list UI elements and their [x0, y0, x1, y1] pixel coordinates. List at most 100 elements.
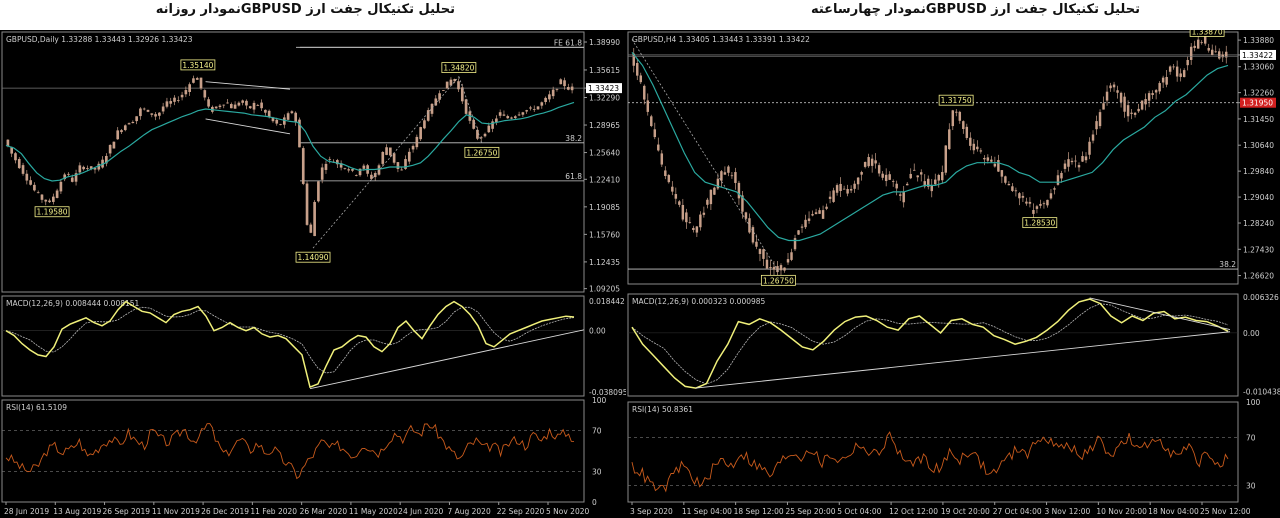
candle-body: [59, 181, 63, 192]
y-tick-label: 1.15760: [589, 230, 620, 239]
fib-level-label: 38.2: [565, 134, 582, 143]
main-header: GBPUSD,Daily 1.33288 1.33443 1.32926 1.3…: [6, 35, 193, 44]
candle-body: [958, 111, 962, 121]
candle-body: [517, 114, 521, 116]
candle-body: [324, 163, 328, 170]
candle-body: [660, 153, 664, 165]
candle-body: [479, 137, 483, 139]
x-tick-label: 13 Aug 2019: [53, 507, 101, 516]
price-label: 1.33870: [1192, 30, 1223, 36]
price-label-box: [1189, 30, 1225, 37]
macd-y-tick-label: 0.018442: [589, 297, 625, 306]
candle-body: [108, 145, 112, 154]
rsi-y-tick-label: 100: [1246, 398, 1261, 407]
candle-body: [29, 180, 32, 185]
candle-body: [821, 210, 825, 219]
candle-body: [1004, 176, 1007, 183]
candle-body: [1214, 51, 1217, 53]
candle-body: [1165, 76, 1168, 85]
candle-body: [646, 100, 650, 112]
x-tick-label: 7 Aug 2020: [447, 507, 490, 516]
daily-chart-svg: GBPUSD,Daily 1.33288 1.33443 1.32926 1.3…: [1, 31, 626, 516]
candle-body: [944, 145, 948, 173]
candle-body: [407, 151, 411, 162]
candle-body: [354, 174, 358, 176]
candle-body: [1021, 195, 1025, 198]
candle-body: [1063, 163, 1067, 169]
macd-y-tick-label: -0.038095: [589, 388, 626, 397]
candle-body: [195, 78, 199, 80]
candle-body: [1133, 112, 1137, 115]
candle-body: [972, 143, 976, 151]
candle-body: [521, 112, 525, 115]
candle-body: [877, 165, 881, 174]
macd-header: MACD(12,26,9) 0.000323 0.000985: [632, 297, 766, 306]
candle-body: [1102, 103, 1105, 110]
candle-body: [33, 184, 36, 191]
fib-projection-line: [312, 76, 460, 249]
candle-body: [734, 172, 737, 183]
candle-body: [222, 104, 226, 106]
x-tick-label: 11 Nov 2019: [152, 507, 200, 516]
y-tick-label: 1.33060: [1243, 63, 1274, 72]
x-tick-label: 5 Oct 04:00: [837, 507, 881, 516]
candle-body: [449, 79, 453, 86]
candle-body: [131, 122, 135, 124]
macd-y-tick-label: 0.00: [589, 327, 606, 336]
y-tick-label: 1.32290: [589, 93, 620, 102]
candle-body: [1018, 193, 1021, 199]
candle-body: [476, 129, 479, 139]
candle-body: [898, 194, 902, 196]
rsi-y-tick-label: 70: [592, 427, 602, 436]
candle-body: [70, 177, 74, 182]
x-tick-label: 18 Sep 12:00: [734, 507, 784, 516]
x-tick-label: 11 May 2020: [349, 507, 398, 516]
candle-body: [78, 165, 82, 173]
candle-body: [902, 192, 905, 203]
rsi-y-tick-label: 100: [592, 396, 607, 405]
y-tick-label: 1.19085: [589, 203, 620, 212]
candle-body: [776, 266, 779, 273]
candle-body: [430, 103, 434, 114]
candle-body: [737, 182, 741, 199]
candle-body: [1161, 77, 1165, 83]
candle-body: [1025, 201, 1028, 204]
candle-body: [256, 105, 260, 106]
candle-body: [1035, 206, 1039, 209]
x-tick-label: 25 Sep 20:00: [785, 507, 835, 516]
candle-body: [723, 172, 727, 175]
candle-body: [127, 123, 131, 125]
candle-body: [298, 119, 301, 148]
candle-body: [105, 155, 108, 164]
candle-body: [800, 226, 804, 228]
candle-body: [17, 159, 21, 169]
candle-body: [1147, 93, 1151, 101]
candle-body: [351, 169, 354, 171]
candle-body: [941, 171, 944, 181]
candle-body: [699, 214, 702, 228]
candle-body: [849, 188, 853, 191]
rsi-pane-border: [627, 401, 1239, 503]
candle-body: [146, 109, 150, 112]
candle-body: [305, 183, 309, 225]
candle-body: [214, 106, 218, 109]
y-tick-label: 1.22410: [589, 175, 620, 184]
candle-body: [233, 104, 237, 109]
x-tick-label: 26 Sep 2019: [103, 507, 151, 516]
candle-body: [491, 121, 494, 129]
candle-body: [772, 266, 776, 270]
x-tick-label: 27 Oct 04:00: [993, 507, 1042, 516]
candle-body: [653, 129, 657, 138]
x-tick-label: 24 Jun 2020: [398, 507, 443, 516]
candle-body: [804, 219, 807, 228]
candle-body: [313, 201, 316, 237]
candle-body: [495, 118, 498, 123]
price-label-box: [760, 274, 796, 286]
candle-body: [1000, 170, 1004, 177]
rsi-y-tick-label: 30: [592, 467, 602, 476]
y-tick-label: 1.29040: [1243, 193, 1274, 202]
candle-body: [218, 105, 222, 108]
candle-body: [116, 130, 120, 140]
candle-body: [811, 214, 814, 216]
y-tick-label: 1.27430: [1243, 245, 1274, 254]
